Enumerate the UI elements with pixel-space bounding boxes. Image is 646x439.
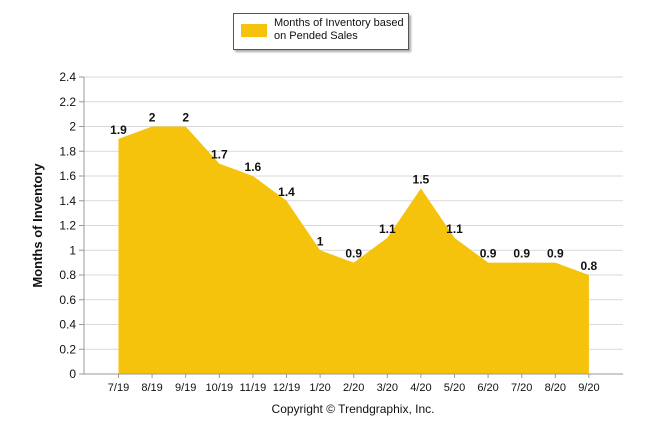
y-tick-label: 2	[69, 120, 76, 134]
y-axis-title: Months of Inventory	[30, 163, 45, 288]
y-tick-label: 2.2	[59, 95, 76, 109]
x-tick-label: 9/20	[578, 382, 599, 394]
x-tick-label: 10/19	[206, 382, 234, 394]
x-tick-label: 12/19	[273, 382, 301, 394]
data-label: 0.9	[513, 247, 530, 261]
data-label: 1	[317, 234, 324, 248]
y-tick-label: 2.4	[59, 70, 76, 84]
y-tick-label: 1.2	[59, 219, 76, 233]
y-tick-label: 0	[69, 367, 76, 381]
x-tick-label: 1/20	[309, 382, 330, 394]
y-tick-label: 1.4	[59, 194, 76, 208]
data-label: 2	[182, 111, 189, 125]
x-tick-label: 9/19	[175, 382, 196, 394]
data-label: 1.4	[278, 185, 295, 199]
y-tick-label: 0.4	[59, 318, 76, 332]
y-tick-label: 1	[69, 243, 76, 257]
x-tick-label: 7/19	[108, 382, 129, 394]
x-tick-label: 2/20	[343, 382, 364, 394]
data-label: 0.8	[581, 259, 598, 273]
data-label: 1.1	[446, 222, 463, 236]
x-tick-label: 11/19	[240, 382, 267, 394]
x-tick-label: 5/20	[444, 382, 465, 394]
y-tick-label: 0.6	[59, 293, 76, 307]
data-label: 2	[149, 111, 156, 125]
data-label: 1.9	[110, 123, 127, 137]
series-area	[118, 126, 589, 374]
data-label: 0.9	[345, 247, 362, 261]
y-tick-label: 1.8	[59, 144, 76, 158]
copyright-footer: Copyright © Trendgraphix, Inc.	[272, 402, 435, 416]
x-tick-label: 7/20	[511, 382, 532, 394]
legend-swatch	[241, 24, 267, 37]
x-tick-label: 8/20	[545, 382, 566, 394]
data-label: 0.9	[480, 247, 497, 261]
data-label: 1.1	[379, 222, 396, 236]
legend: Months of Inventory based on Pended Sale…	[233, 13, 409, 50]
x-tick-label: 3/20	[377, 382, 398, 394]
data-label: 0.9	[547, 247, 564, 261]
data-label: 1.7	[211, 148, 228, 162]
data-label: 1.6	[245, 160, 262, 174]
y-tick-label: 1.6	[59, 169, 76, 183]
x-tick-label: 8/19	[141, 382, 162, 394]
data-label: 1.5	[413, 172, 430, 186]
y-tick-label: 0.2	[59, 342, 76, 356]
legend-label: Months of Inventory based on Pended Sale…	[274, 17, 404, 42]
x-tick-label: 6/20	[477, 382, 498, 394]
x-tick-label: 4/20	[410, 382, 431, 394]
y-tick-label: 0.8	[59, 268, 76, 282]
